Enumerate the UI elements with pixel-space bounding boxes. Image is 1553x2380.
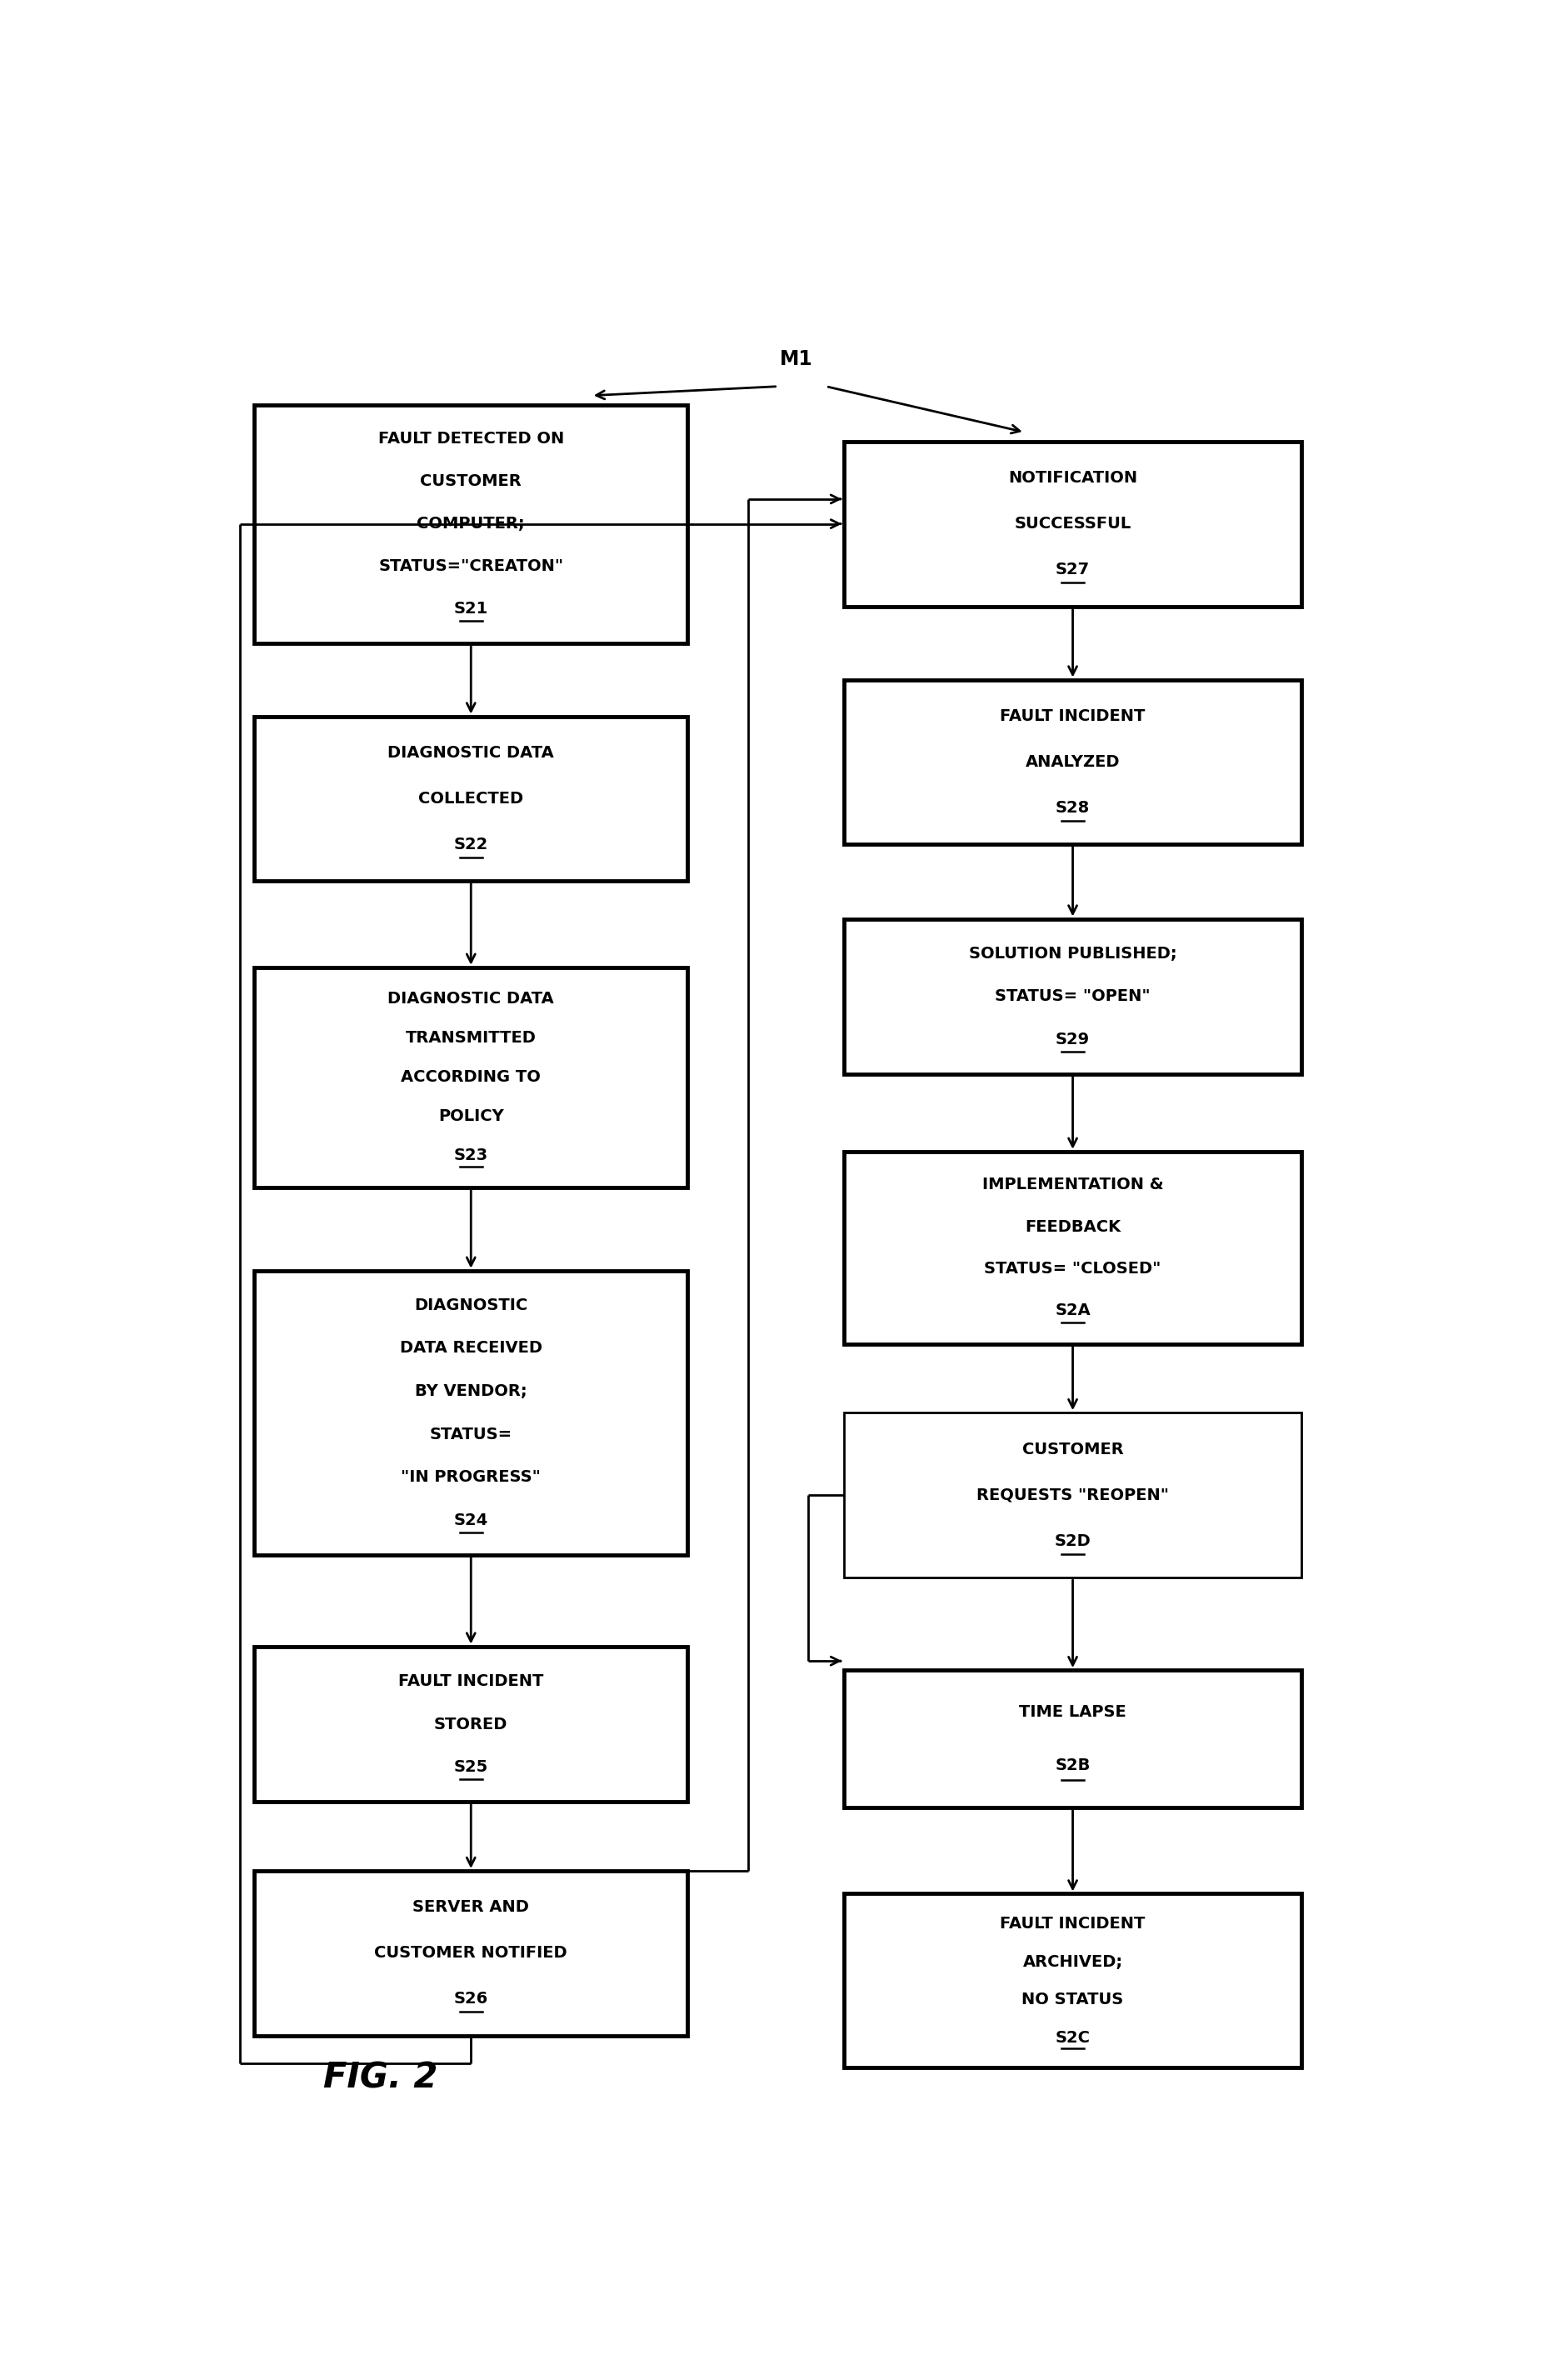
Text: S2D: S2D bbox=[1054, 1533, 1090, 1549]
Text: ANALYZED: ANALYZED bbox=[1025, 754, 1120, 771]
Bar bbox=[255, 716, 688, 881]
Text: TRANSMITTED: TRANSMITTED bbox=[405, 1031, 536, 1045]
Text: COMPUTER;: COMPUTER; bbox=[416, 516, 525, 531]
Text: STATUS="CREATON": STATUS="CREATON" bbox=[379, 559, 564, 574]
Text: "IN PROGRESS": "IN PROGRESS" bbox=[401, 1468, 540, 1485]
Bar bbox=[845, 1671, 1301, 1806]
Bar bbox=[255, 1271, 688, 1554]
Text: STORED: STORED bbox=[435, 1716, 508, 1733]
Text: S22: S22 bbox=[453, 838, 488, 852]
Text: S27: S27 bbox=[1056, 562, 1090, 578]
Bar bbox=[255, 1871, 688, 2035]
Text: FAULT INCIDENT: FAULT INCIDENT bbox=[398, 1673, 544, 1690]
Text: M1: M1 bbox=[780, 350, 812, 369]
Text: S2B: S2B bbox=[1054, 1756, 1090, 1773]
Text: SUCCESSFUL: SUCCESSFUL bbox=[1014, 516, 1131, 531]
Text: S21: S21 bbox=[453, 602, 488, 616]
Text: REQUESTS "REOPEN": REQUESTS "REOPEN" bbox=[977, 1488, 1169, 1504]
Bar bbox=[255, 966, 688, 1188]
Text: NO STATUS: NO STATUS bbox=[1022, 1992, 1124, 2009]
Text: NOTIFICATION: NOTIFICATION bbox=[1008, 471, 1137, 486]
Text: S24: S24 bbox=[453, 1511, 488, 1528]
Text: S2A: S2A bbox=[1054, 1302, 1090, 1319]
Bar bbox=[845, 919, 1301, 1073]
Bar bbox=[845, 1152, 1301, 1345]
Bar bbox=[845, 681, 1301, 845]
Text: DIAGNOSTIC DATA: DIAGNOSTIC DATA bbox=[388, 745, 554, 762]
Text: ACCORDING TO: ACCORDING TO bbox=[401, 1069, 540, 1085]
Text: BY VENDOR;: BY VENDOR; bbox=[415, 1383, 526, 1399]
Text: S29: S29 bbox=[1056, 1033, 1090, 1047]
Text: COLLECTED: COLLECTED bbox=[418, 790, 523, 807]
Text: STATUS= "OPEN": STATUS= "OPEN" bbox=[995, 988, 1151, 1004]
Text: STATUS= "CLOSED": STATUS= "CLOSED" bbox=[985, 1261, 1162, 1276]
Text: CUSTOMER NOTIFIED: CUSTOMER NOTIFIED bbox=[374, 1944, 567, 1961]
Text: SERVER AND: SERVER AND bbox=[413, 1899, 530, 1916]
Text: S2C: S2C bbox=[1054, 2030, 1090, 2044]
Text: S26: S26 bbox=[453, 1992, 488, 2006]
Text: FAULT DETECTED ON: FAULT DETECTED ON bbox=[377, 431, 564, 447]
Text: IMPLEMENTATION &: IMPLEMENTATION & bbox=[981, 1178, 1163, 1192]
Text: S28: S28 bbox=[1056, 800, 1090, 816]
Text: DIAGNOSTIC: DIAGNOSTIC bbox=[415, 1297, 528, 1314]
Bar bbox=[845, 1894, 1301, 2068]
Bar bbox=[255, 405, 688, 643]
Text: ARCHIVED;: ARCHIVED; bbox=[1023, 1954, 1123, 1971]
Text: CUSTOMER: CUSTOMER bbox=[1022, 1442, 1123, 1457]
Text: POLICY: POLICY bbox=[438, 1109, 503, 1123]
Text: FAULT INCIDENT: FAULT INCIDENT bbox=[1000, 709, 1146, 724]
Text: S25: S25 bbox=[453, 1759, 488, 1775]
Bar bbox=[845, 1414, 1301, 1578]
Text: FIG. 2: FIG. 2 bbox=[323, 2061, 438, 2094]
Text: FAULT INCIDENT: FAULT INCIDENT bbox=[1000, 1916, 1146, 1933]
Text: DIAGNOSTIC DATA: DIAGNOSTIC DATA bbox=[388, 990, 554, 1007]
Bar bbox=[255, 1647, 688, 1802]
Text: TIME LAPSE: TIME LAPSE bbox=[1019, 1704, 1126, 1721]
Text: CUSTOMER: CUSTOMER bbox=[421, 474, 522, 490]
Text: SOLUTION PUBLISHED;: SOLUTION PUBLISHED; bbox=[969, 945, 1177, 962]
Text: FEEDBACK: FEEDBACK bbox=[1025, 1219, 1121, 1235]
Bar bbox=[845, 440, 1301, 607]
Text: STATUS=: STATUS= bbox=[430, 1426, 512, 1442]
Text: S23: S23 bbox=[453, 1147, 488, 1164]
Text: DATA RECEIVED: DATA RECEIVED bbox=[399, 1340, 542, 1357]
